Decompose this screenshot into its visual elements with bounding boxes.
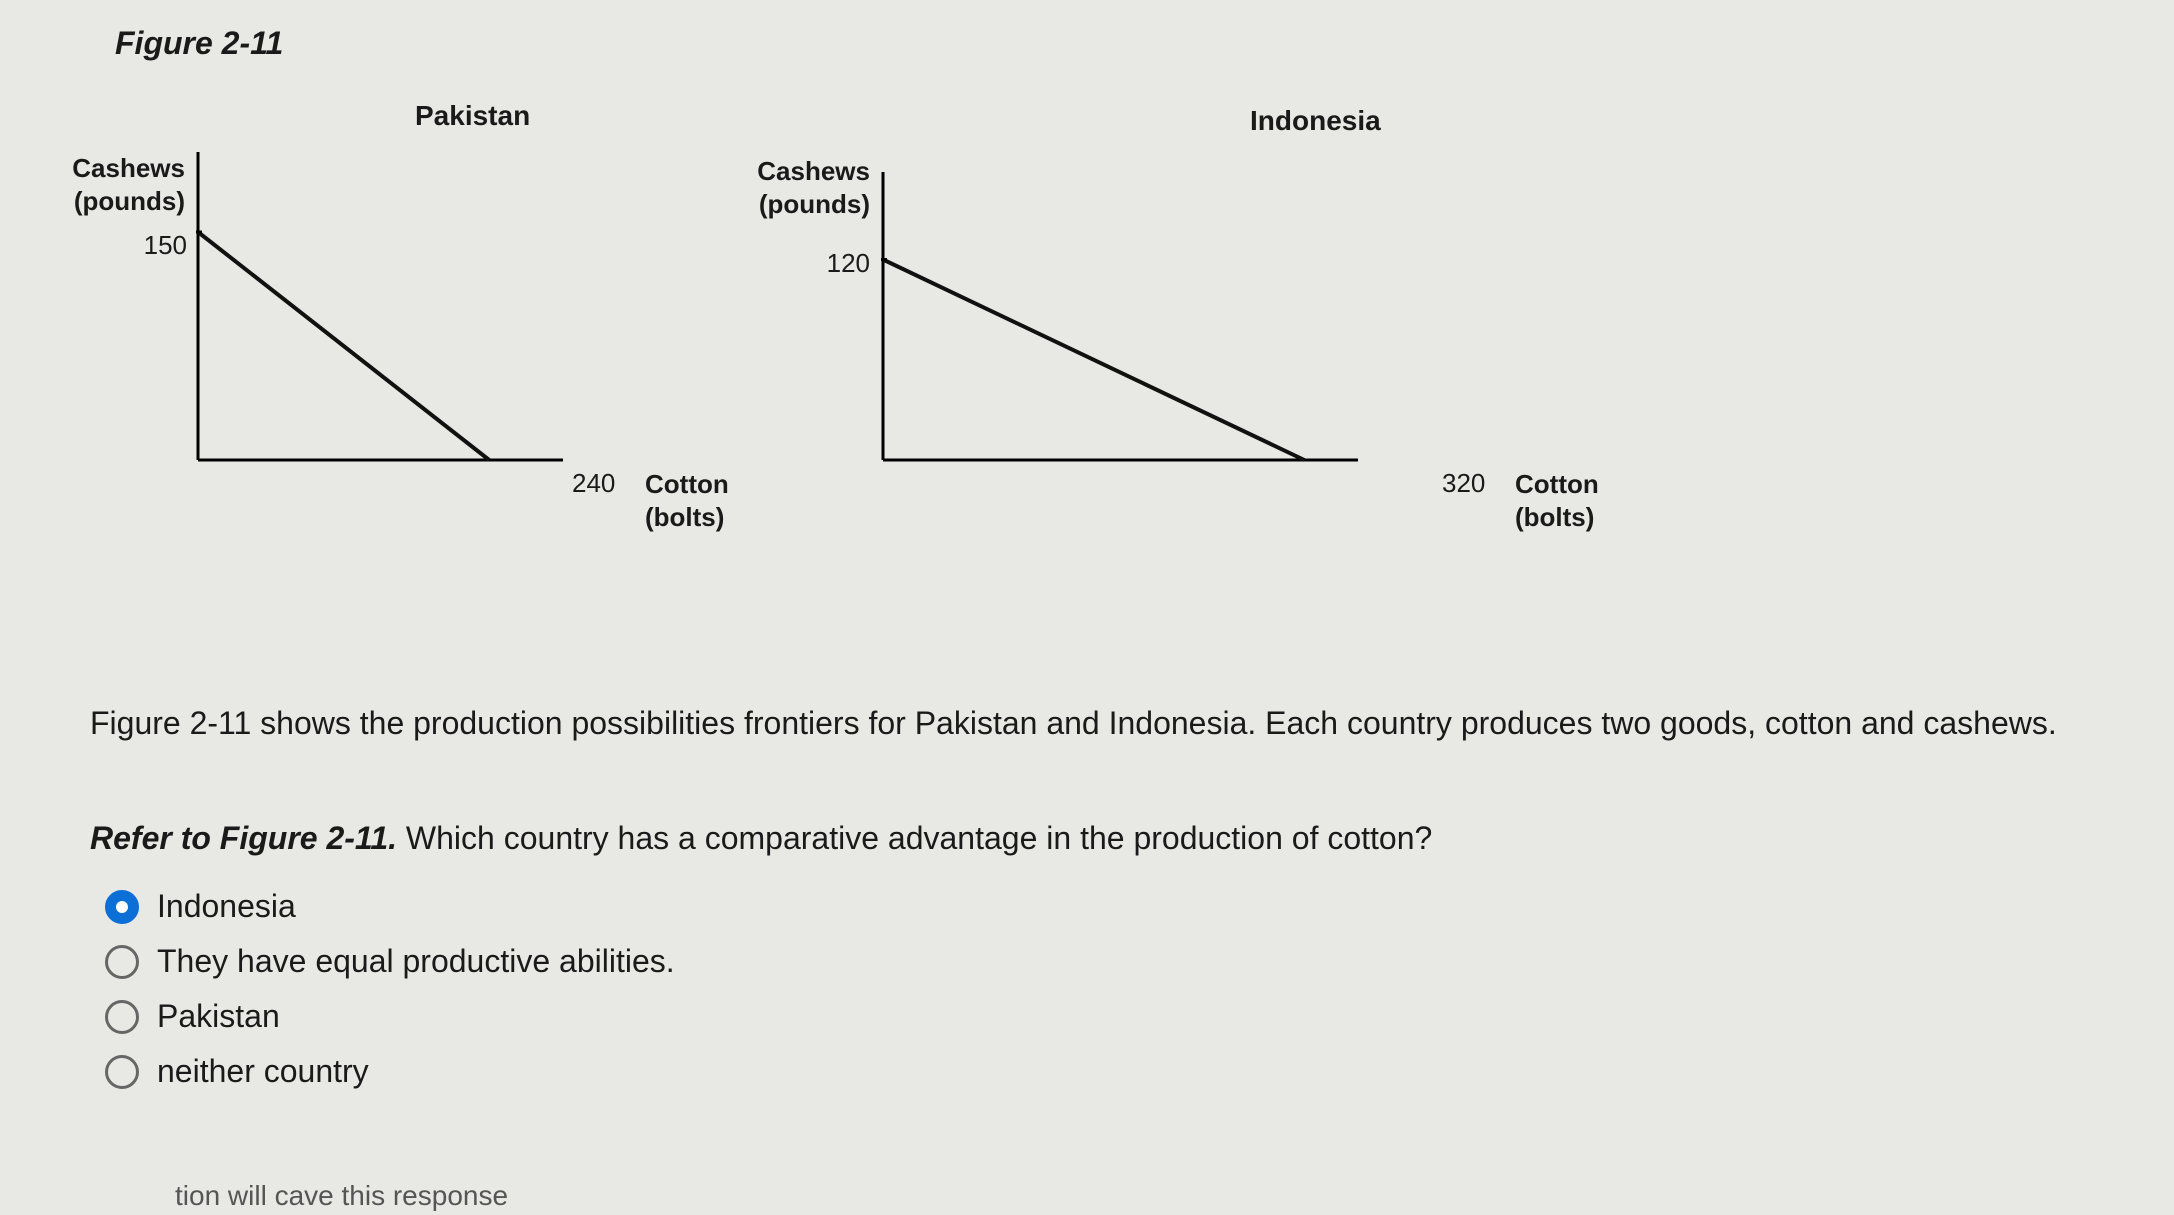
option-3[interactable]: neither country bbox=[105, 1053, 1905, 1090]
option-label-1: They have equal productive abilities. bbox=[157, 943, 675, 980]
radio-3[interactable] bbox=[105, 1055, 139, 1089]
pakistan-x-label-1: Cotton bbox=[645, 469, 729, 499]
footer-hint: tion will cave this response bbox=[175, 1180, 508, 1212]
indonesia-y-label-1: Cashews bbox=[757, 156, 870, 186]
figure-title: Figure 2-11 bbox=[115, 25, 283, 62]
pakistan-x-label-2: (bolts) bbox=[645, 502, 724, 532]
option-0[interactable]: Indonesia bbox=[105, 888, 1905, 925]
pakistan-x-axis-label: Cotton (bolts) bbox=[645, 468, 729, 533]
question-prefix: Refer to Figure 2-11. bbox=[90, 820, 397, 856]
indonesia-y-tick-120: 120 bbox=[825, 248, 870, 279]
answer-options: Indonesia They have equal productive abil… bbox=[105, 870, 1905, 1108]
chart-indonesia-title: Indonesia bbox=[1250, 105, 1381, 137]
question-text: Refer to Figure 2-11. Which country has … bbox=[90, 820, 2090, 857]
indonesia-y-label-2: (pounds) bbox=[759, 189, 870, 219]
pakistan-x-tick-240: 240 bbox=[572, 468, 615, 499]
option-1[interactable]: They have equal productive abilities. bbox=[105, 943, 1905, 980]
indonesia-x-label-2: (bolts) bbox=[1515, 502, 1594, 532]
indonesia-plot bbox=[880, 170, 1360, 470]
question-body: Which country has a comparative advantag… bbox=[397, 820, 1432, 856]
indonesia-x-axis-label: Cotton (bolts) bbox=[1515, 468, 1599, 533]
indonesia-x-tick-320: 320 bbox=[1442, 468, 1485, 499]
radio-0[interactable] bbox=[105, 890, 139, 924]
option-label-2: Pakistan bbox=[157, 998, 280, 1035]
indonesia-x-label-1: Cotton bbox=[1515, 469, 1599, 499]
pakistan-y-label-1: Cashews bbox=[72, 153, 185, 183]
pakistan-plot bbox=[195, 150, 565, 470]
chart-area: Pakistan Cashews (pounds) 150 240 Cotton… bbox=[100, 90, 1800, 650]
chart-indonesia: Indonesia Cashews (pounds) 120 320 Cotto… bbox=[820, 90, 1720, 650]
pakistan-y-axis-label: Cashews (pounds) bbox=[45, 152, 185, 217]
radio-1[interactable] bbox=[105, 945, 139, 979]
radio-2[interactable] bbox=[105, 1000, 139, 1034]
pakistan-y-label-2: (pounds) bbox=[74, 186, 185, 216]
option-label-3: neither country bbox=[157, 1053, 369, 1090]
chart-pakistan: Pakistan Cashews (pounds) 150 240 Cotton… bbox=[100, 90, 800, 650]
figure-caption: Figure 2-11 shows the production possibi… bbox=[90, 705, 2150, 742]
option-label-0: Indonesia bbox=[157, 888, 296, 925]
chart-pakistan-title: Pakistan bbox=[415, 100, 530, 132]
indonesia-y-axis-label: Cashews (pounds) bbox=[730, 155, 870, 220]
pakistan-y-tick-150: 150 bbox=[142, 230, 187, 261]
option-2[interactable]: Pakistan bbox=[105, 998, 1905, 1035]
